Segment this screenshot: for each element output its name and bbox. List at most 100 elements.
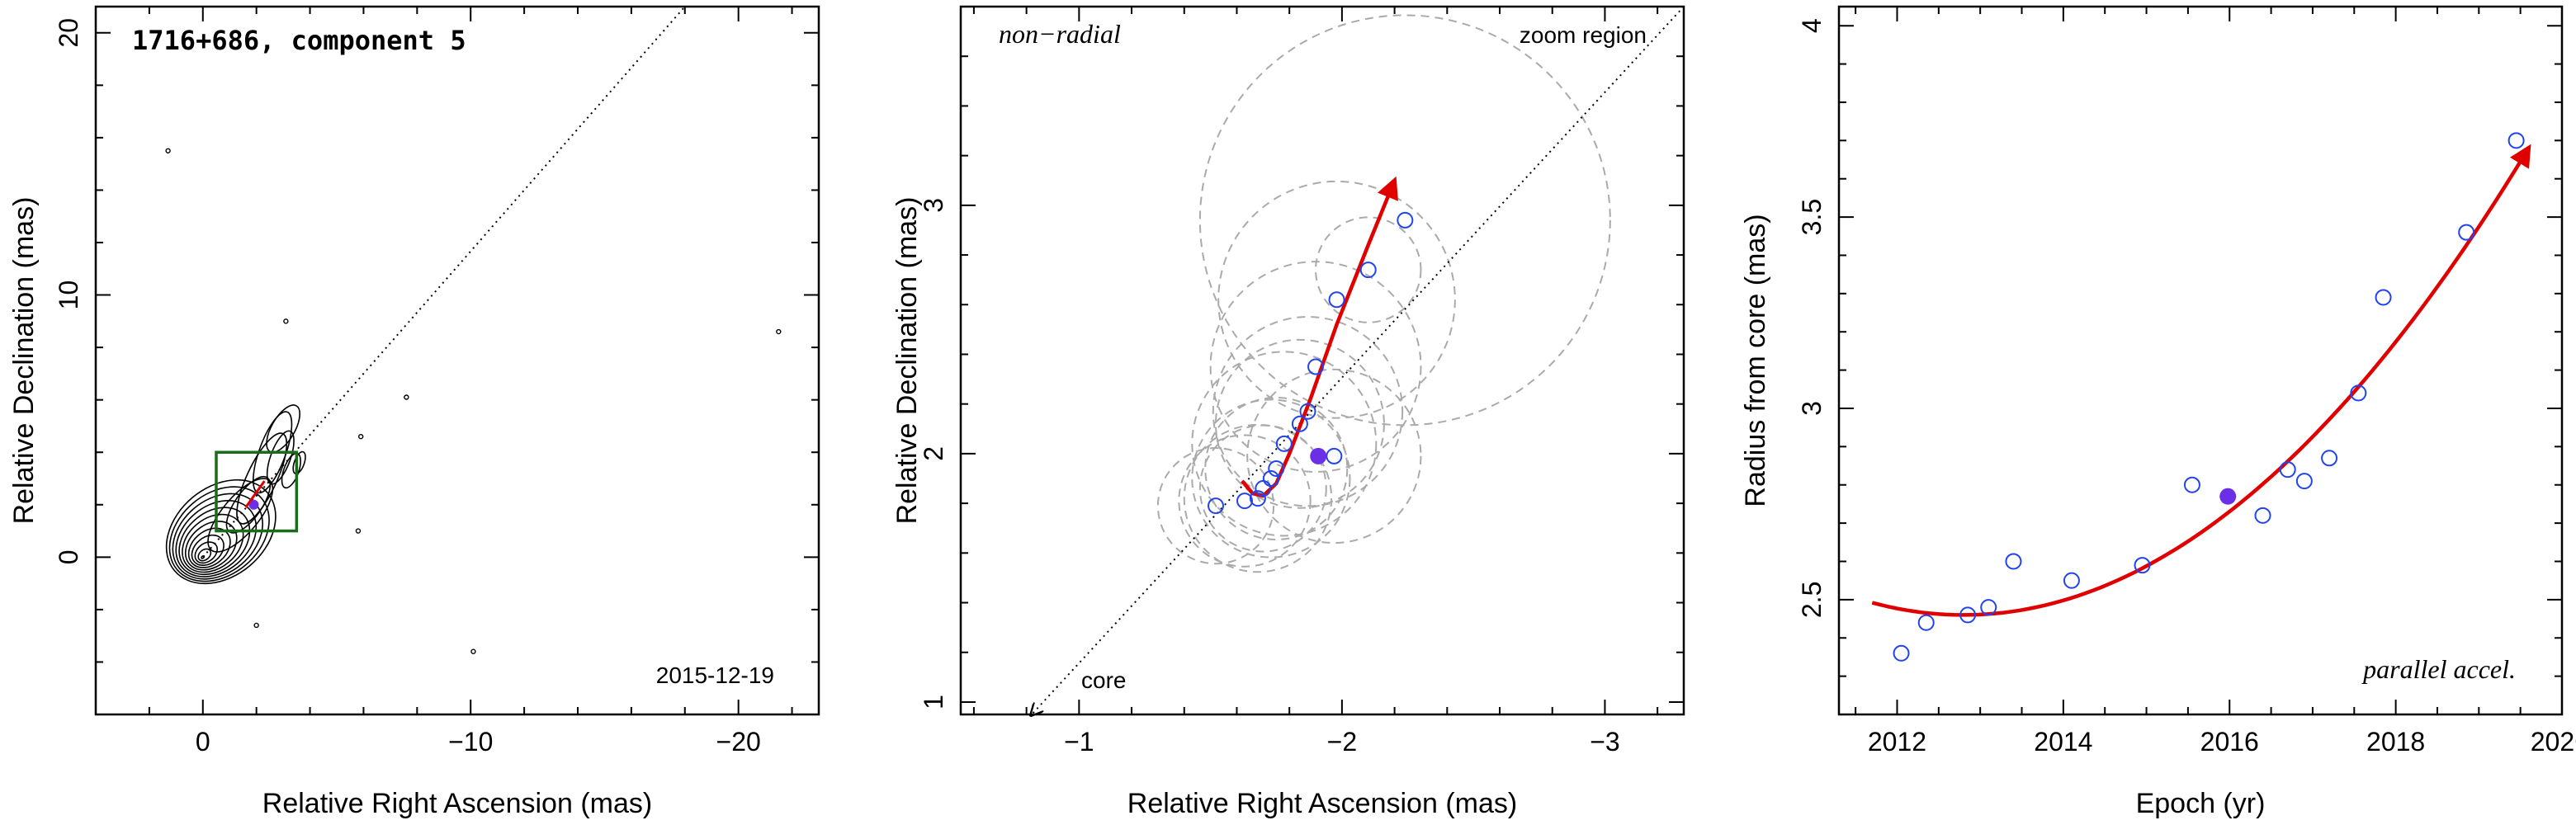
- contour-level: [194, 541, 219, 564]
- noise-contour: [404, 394, 409, 400]
- plot-frame: [1837, 5, 2564, 716]
- trajectory-arrow: [1241, 176, 1398, 498]
- data-point: [1249, 490, 1266, 507]
- component-size-circle: [1191, 351, 1378, 537]
- component-size-circle: [1217, 180, 1456, 419]
- y-tick-label: 20: [54, 18, 83, 48]
- contour-level: [184, 521, 238, 571]
- contour-level: [168, 486, 270, 582]
- jet-direction-line: [202, 6, 686, 558]
- tick-marks: −1 −2 −3 1 2 3: [919, 7, 1684, 757]
- data-point: [1397, 211, 1414, 229]
- component-size-circle: [1183, 423, 1333, 573]
- x-tick-label: 202C: [2531, 727, 2576, 757]
- x-axis-label: Epoch (yr): [2136, 788, 2266, 819]
- component-size-circle: [1212, 316, 1404, 507]
- x-tick-label: 2014: [2034, 727, 2092, 757]
- data-point: [1207, 497, 1224, 515]
- data-point: [1236, 493, 1254, 510]
- jet-contour: [266, 404, 300, 454]
- parallel-accel-label: parallel accel.: [2361, 654, 2516, 684]
- data-point: [1917, 614, 1935, 631]
- noise-contour: [283, 318, 289, 324]
- zoom-region-label: zoom region: [1520, 22, 1647, 48]
- component-size-circle: [1315, 216, 1422, 323]
- data-point: [1307, 358, 1325, 375]
- component-size-circle: [1156, 447, 1275, 565]
- x-axis-label: Relative Right Ascension (mas): [262, 788, 652, 819]
- noise-contour: [165, 148, 171, 153]
- chart-title: 1716+686, component 5: [132, 25, 466, 56]
- epoch-annotation: 2015-12-19: [656, 662, 774, 688]
- component-size-circle: [1204, 396, 1349, 540]
- highlight-point: [2219, 488, 2237, 505]
- data-point: [2254, 507, 2271, 524]
- data-point: [2183, 476, 2200, 493]
- noise-contour: [358, 433, 364, 440]
- plot-frame: [959, 5, 1685, 716]
- y-tick-label: 4: [1797, 18, 1827, 33]
- contour-map: [165, 6, 782, 654]
- y-tick-label: 3.5: [1797, 199, 1827, 235]
- data-point: [2375, 289, 2392, 306]
- component-size-circle: [1198, 424, 1327, 553]
- component-size-circle: [1178, 434, 1312, 568]
- core-direction-line: [1032, 6, 1685, 714]
- x-tick-label: −20: [716, 727, 761, 757]
- plot-frame: [94, 5, 820, 716]
- zoom-box: [215, 450, 299, 533]
- noise-contour: [470, 648, 476, 654]
- core-label: core: [1081, 667, 1126, 693]
- panel-middle: −1 −2 −3 1 2 3 non−radial zoom region core Re…: [891, 5, 1685, 819]
- data-point: [1893, 644, 1910, 662]
- y-tick-label: 3: [1797, 401, 1827, 416]
- data-point: [2321, 450, 2338, 467]
- noise-contour: [355, 528, 362, 534]
- jet-contour: [266, 430, 295, 485]
- y-tick-label: 0: [54, 549, 83, 564]
- data-point: [1326, 447, 1343, 464]
- y-tick-label: 2: [919, 446, 948, 461]
- data-point: [1959, 606, 1977, 624]
- component-size-circle: [1191, 398, 1351, 559]
- data-point: [2134, 557, 2151, 574]
- data-point: [1328, 291, 1345, 309]
- highlight-point: [1310, 447, 1327, 464]
- data-point: [1359, 262, 1377, 279]
- contour-level: [175, 500, 258, 578]
- x-tick-label: −10: [448, 727, 493, 757]
- y-axis-label: Relative Declination (mas): [8, 197, 40, 525]
- component-marker: [248, 499, 259, 510]
- data-point: [1262, 470, 1279, 487]
- data-point: [2295, 473, 2313, 490]
- contour-level: [187, 527, 231, 568]
- contour-level: [178, 507, 251, 576]
- noise-contour: [776, 328, 782, 335]
- x-tick-label: 2018: [2366, 727, 2425, 757]
- y-tick-label: 1: [919, 695, 948, 710]
- panel-left: 0 −10 −20 0 10 20 1716+686, component 5 2015-…: [8, 5, 820, 819]
- x-tick-label: 2016: [2200, 727, 2259, 757]
- data-point: [1299, 403, 1316, 420]
- y-tick-label: 3: [919, 198, 948, 213]
- y-tick-label: 10: [54, 280, 83, 310]
- data-point: [2005, 553, 2022, 570]
- x-tick-label: 2012: [1868, 727, 1926, 757]
- component-size-circle: [1246, 368, 1422, 544]
- tick-marks: 2012 2014 2016 2018 202C 2.5 3 3.5 4: [1797, 7, 2576, 757]
- x-tick-label: −3: [1590, 727, 1619, 757]
- component-size-circles: [1032, 6, 1685, 714]
- contour-level: [191, 534, 225, 567]
- panel-right: 2012 2014 2016 2018 202C 2.5 3 3.5 4 parallel ac…: [1740, 5, 2576, 819]
- x-tick-label: −2: [1327, 727, 1357, 757]
- data-point: [1255, 480, 1272, 497]
- data-point: [2350, 384, 2367, 402]
- trajectory-arrow: [244, 480, 266, 508]
- contour-level: [165, 478, 277, 585]
- x-tick-label: 0: [196, 727, 210, 757]
- tick-marks: 0 −10 −20 0 10 20: [54, 7, 819, 757]
- data-point: [2507, 132, 2525, 149]
- data-point: [1291, 415, 1308, 432]
- radius-vs-epoch-plot: [1871, 132, 2531, 662]
